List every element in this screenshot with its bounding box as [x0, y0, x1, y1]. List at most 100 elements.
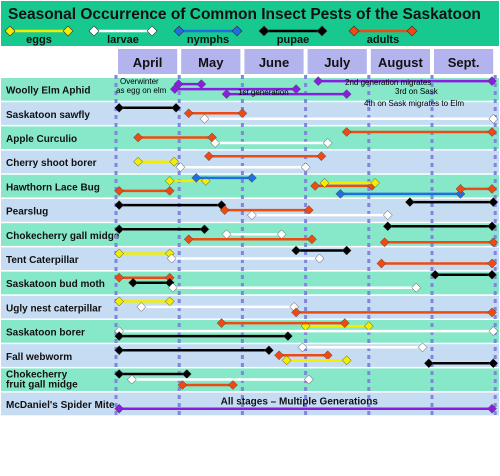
- aphid-note-3: 2nd generation migrates: [345, 78, 431, 87]
- legend-marker-adults-1: [406, 25, 418, 37]
- multi-generation-label: All stages – Multiple Generations: [221, 397, 379, 408]
- marker-6-2-0: [183, 234, 194, 245]
- marker-3-1-0: [133, 156, 143, 167]
- marker-11-3-0: [297, 342, 308, 353]
- marker-1-0-0: [114, 102, 125, 113]
- row-label-9: Ugly nest caterpillar: [6, 303, 102, 314]
- marker-1-2-1: [488, 113, 499, 124]
- marker-3-1-1: [169, 156, 179, 167]
- row-label-12-0: Chokecherry: [6, 369, 68, 380]
- marker-8-3-0: [430, 269, 441, 280]
- chart-title: Seasonal Occurrence of Common Insect Pes…: [8, 6, 481, 23]
- month-box-5: [434, 49, 494, 74]
- marker-6-3-0: [382, 221, 393, 232]
- marker-0-3-1: [487, 76, 497, 86]
- marker-4-6-1: [487, 184, 497, 194]
- marker-10-1-1: [488, 326, 499, 336]
- marker-1-0-1: [171, 102, 181, 113]
- marker-3-2-0: [175, 162, 186, 173]
- row-label-1: Saskatoon sawfly: [6, 110, 90, 121]
- marker-4-1-0: [310, 181, 320, 191]
- marker-10-3-0: [216, 318, 227, 328]
- row-label-7: Tent Caterpillar: [6, 255, 79, 266]
- marker-6-4-0: [379, 237, 390, 248]
- month-label-2: June: [259, 55, 289, 70]
- legend-marker-pupae-1: [316, 25, 328, 37]
- marker-13-0-0: [114, 403, 125, 414]
- month-box-2: [244, 49, 304, 74]
- marker-3-0-1: [316, 151, 327, 162]
- marker-11-3-1: [417, 342, 428, 353]
- marker-12-1-0: [126, 374, 137, 385]
- row-label-4: Hawthorn Lace Bug: [6, 182, 100, 193]
- aphid-note-5: 4th on Sask migrates to Elm: [364, 99, 464, 108]
- marker-9-2-1: [487, 307, 497, 318]
- marker-11-4-1: [488, 358, 499, 369]
- legend-marker-adults-0: [348, 25, 360, 37]
- marker-8-0-0: [114, 272, 125, 283]
- marker-5-1-0: [219, 205, 230, 215]
- month-box-3: [307, 49, 367, 74]
- marker-6-0-1: [199, 224, 210, 235]
- marker-12-0-0: [114, 369, 125, 379]
- legend-label-pupae: pupae: [277, 34, 309, 46]
- legend-marker-nymphs-1: [231, 25, 243, 37]
- marker-7-1-1: [314, 253, 325, 264]
- marker-2-1-0: [133, 132, 143, 143]
- marker-7-0-0: [114, 248, 125, 259]
- marker-4-2-1: [164, 186, 175, 196]
- legend-label-larvae: larvae: [107, 34, 139, 46]
- row-label-6: Chokecherry gall midge: [6, 231, 120, 242]
- marker-11-2-1: [341, 355, 352, 366]
- marker-8-2-1: [411, 282, 422, 293]
- marker-6-2-1: [307, 234, 317, 245]
- marker-4-5-0: [319, 178, 330, 188]
- legend-marker-eggs-1: [62, 25, 74, 37]
- marker-8-1-0: [128, 277, 138, 288]
- marker-3-0-0: [204, 151, 214, 162]
- marker-2-2-0: [210, 138, 221, 148]
- marker-1-2-0: [199, 113, 210, 124]
- legend-marker-eggs-0: [4, 25, 16, 37]
- legend-marker-pupae-0: [258, 25, 270, 37]
- legend-marker-larvae-0: [88, 25, 100, 37]
- marker-0-3-0: [313, 76, 324, 86]
- title-banner: [1, 1, 499, 46]
- marker-10-2-1: [283, 331, 293, 341]
- row-label-2: Apple Curculio: [6, 134, 77, 145]
- month-label-5: Sept.: [448, 55, 480, 70]
- marker-2-2-1: [322, 138, 333, 148]
- marker-7-2-1: [487, 258, 497, 269]
- month-label-3: July: [324, 55, 351, 70]
- marker-5-2-0: [247, 210, 257, 220]
- marker-13-0-1: [487, 403, 497, 414]
- legend: eggs larvae nymphs pupae adults: [4, 25, 418, 46]
- marker-2-0-1: [487, 127, 497, 137]
- row-label-10: Saskatoon borer: [6, 328, 85, 339]
- row-label-11: Fall webworm: [6, 352, 72, 363]
- marker-5-3-0: [405, 197, 415, 207]
- marker-5-3-1: [488, 197, 499, 207]
- marker-6-4-1: [488, 237, 499, 248]
- month-box-1: [181, 49, 241, 74]
- marker-11-0-0: [114, 345, 125, 356]
- marker-7-3-1: [341, 245, 352, 256]
- aphid-note-2: 1st generation: [238, 88, 289, 97]
- legend-label-adults: adults: [367, 34, 399, 46]
- month-label-1: May: [198, 55, 224, 70]
- marker-5-0-0: [114, 200, 125, 210]
- marker-11-4-0: [423, 358, 434, 369]
- aphid-note-4: 3rd on Sask: [395, 87, 439, 96]
- marker-12-2-0: [177, 380, 188, 390]
- marker-4-6-0: [455, 184, 466, 194]
- marker-9-0-0: [114, 296, 125, 307]
- marker-4-4-1: [455, 189, 466, 199]
- legend-label-eggs: eggs: [26, 34, 52, 46]
- marker-0-2-1: [341, 89, 352, 99]
- aphid-note-1: as egg on elm: [116, 86, 167, 95]
- marker-7-2-0: [376, 258, 387, 269]
- month-box-0: [118, 49, 178, 74]
- marker-4-5-1: [370, 178, 380, 188]
